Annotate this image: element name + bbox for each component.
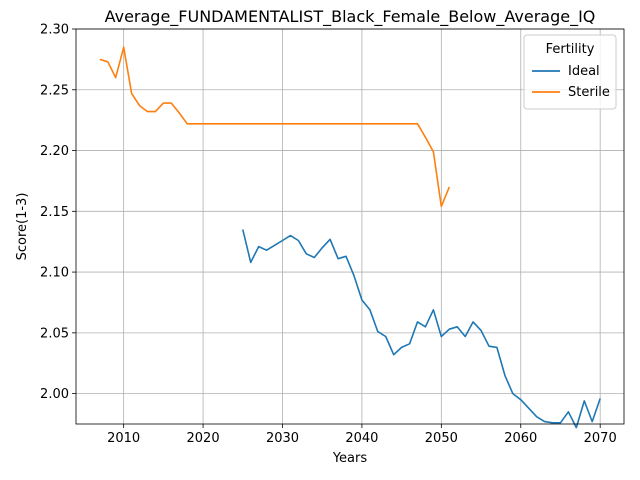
- x-tick-label: 2020: [187, 431, 220, 446]
- y-tick-label: 2.05: [40, 326, 69, 341]
- series-line-sterile: [99, 46, 451, 208]
- legend-box: [523, 34, 617, 110]
- x-axis-ticks: 2010 2020 2030 2040 2050 2060 2070: [107, 424, 617, 446]
- legend-title: Fertility: [546, 42, 595, 57]
- y-tick-label: 2.15: [40, 205, 69, 220]
- x-tick-label: 2030: [266, 431, 299, 446]
- series-line-ideal: [242, 229, 601, 429]
- x-tick-label: 2010: [107, 431, 140, 446]
- legend-label-sterile: Sterile: [568, 85, 610, 100]
- y-tick-label: 2.10: [40, 266, 69, 281]
- x-tick-label: 2040: [345, 431, 378, 446]
- legend: Fertility Ideal Sterile: [523, 34, 617, 110]
- y-tick-label: 2.25: [40, 83, 69, 98]
- legend-label-ideal: Ideal: [568, 64, 600, 79]
- x-axis-title: Years: [332, 451, 368, 466]
- y-axis-ticks: 2.00 2.05 2.10 2.15 2.20 2.25 2.30: [40, 23, 76, 402]
- y-tick-label: 2.30: [40, 23, 69, 38]
- x-tick-label: 2070: [584, 431, 617, 446]
- y-axis-title: Score(1-3): [15, 193, 30, 261]
- x-tick-label: 2050: [425, 431, 458, 446]
- chart-title: Average_FUNDAMENTALIST_Black_Female_Belo…: [105, 7, 596, 27]
- x-tick-label: 2060: [504, 431, 537, 446]
- series-layer: [99, 46, 601, 429]
- y-tick-label: 2.00: [40, 387, 69, 402]
- y-tick-label: 2.20: [40, 144, 69, 159]
- plot-frame: [75, 28, 625, 425]
